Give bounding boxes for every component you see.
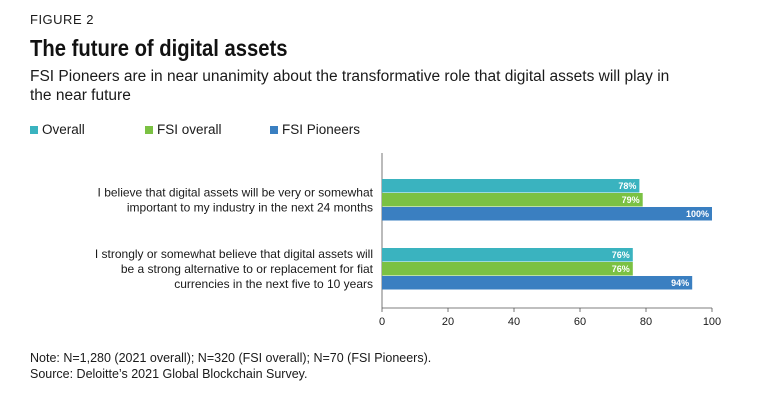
bar (382, 262, 633, 276)
bar-data-label: 94% (671, 278, 689, 288)
legend-swatch (270, 125, 278, 134)
chart-title: The future of digital assets (30, 35, 288, 61)
legend-label: Overall (42, 122, 85, 137)
category-label: important to my industry in the next 24 … (127, 201, 373, 215)
footnote: Note: N=1,280 (2021 overall); N=320 (FSI… (30, 350, 431, 382)
source-text: Source: Deloitte’s 2021 Global Blockchai… (30, 367, 308, 381)
bar (382, 248, 633, 262)
category-label: be a strong alternative to or replacemen… (121, 262, 374, 276)
legend-item-fsi-overall: FSI overall (145, 122, 222, 137)
x-tick-label: 0 (379, 316, 385, 328)
bar-data-label: 78% (618, 181, 636, 191)
category-label: currencies in the next five to 10 years (174, 277, 373, 291)
bar-data-label: 79% (622, 195, 640, 205)
bar (382, 193, 643, 207)
bar-data-label: 76% (612, 250, 630, 260)
x-tick-label: 80 (640, 316, 652, 328)
figure-label: FIGURE 2 (30, 12, 94, 27)
legend-swatch (30, 125, 38, 134)
legend-label: FSI Pioneers (282, 122, 361, 137)
x-tick-label: 40 (508, 316, 520, 328)
chart-subtitle: FSI Pioneers are in near unanimity about… (30, 68, 670, 104)
category-label: I believe that digital assets will be ve… (98, 186, 374, 200)
bar (382, 276, 693, 290)
legend-item-overall: Overall (30, 122, 85, 137)
bar-data-label: 76% (612, 264, 630, 274)
category-label: I strongly or somewhat believe that digi… (95, 247, 373, 261)
note-text: Note: N=1,280 (2021 overall); N=320 (FSI… (30, 351, 432, 365)
legend-item-fsi-pioneers: FSI Pioneers (270, 122, 360, 137)
x-tick-label: 20 (442, 316, 454, 328)
legend-swatch (145, 125, 153, 134)
legend-label: FSI overall (157, 122, 222, 137)
x-tick-label: 60 (574, 316, 586, 328)
bar-data-label: 100% (686, 209, 709, 219)
bar (382, 207, 712, 221)
x-tick-label: 100 (703, 316, 721, 328)
bar (382, 179, 640, 193)
